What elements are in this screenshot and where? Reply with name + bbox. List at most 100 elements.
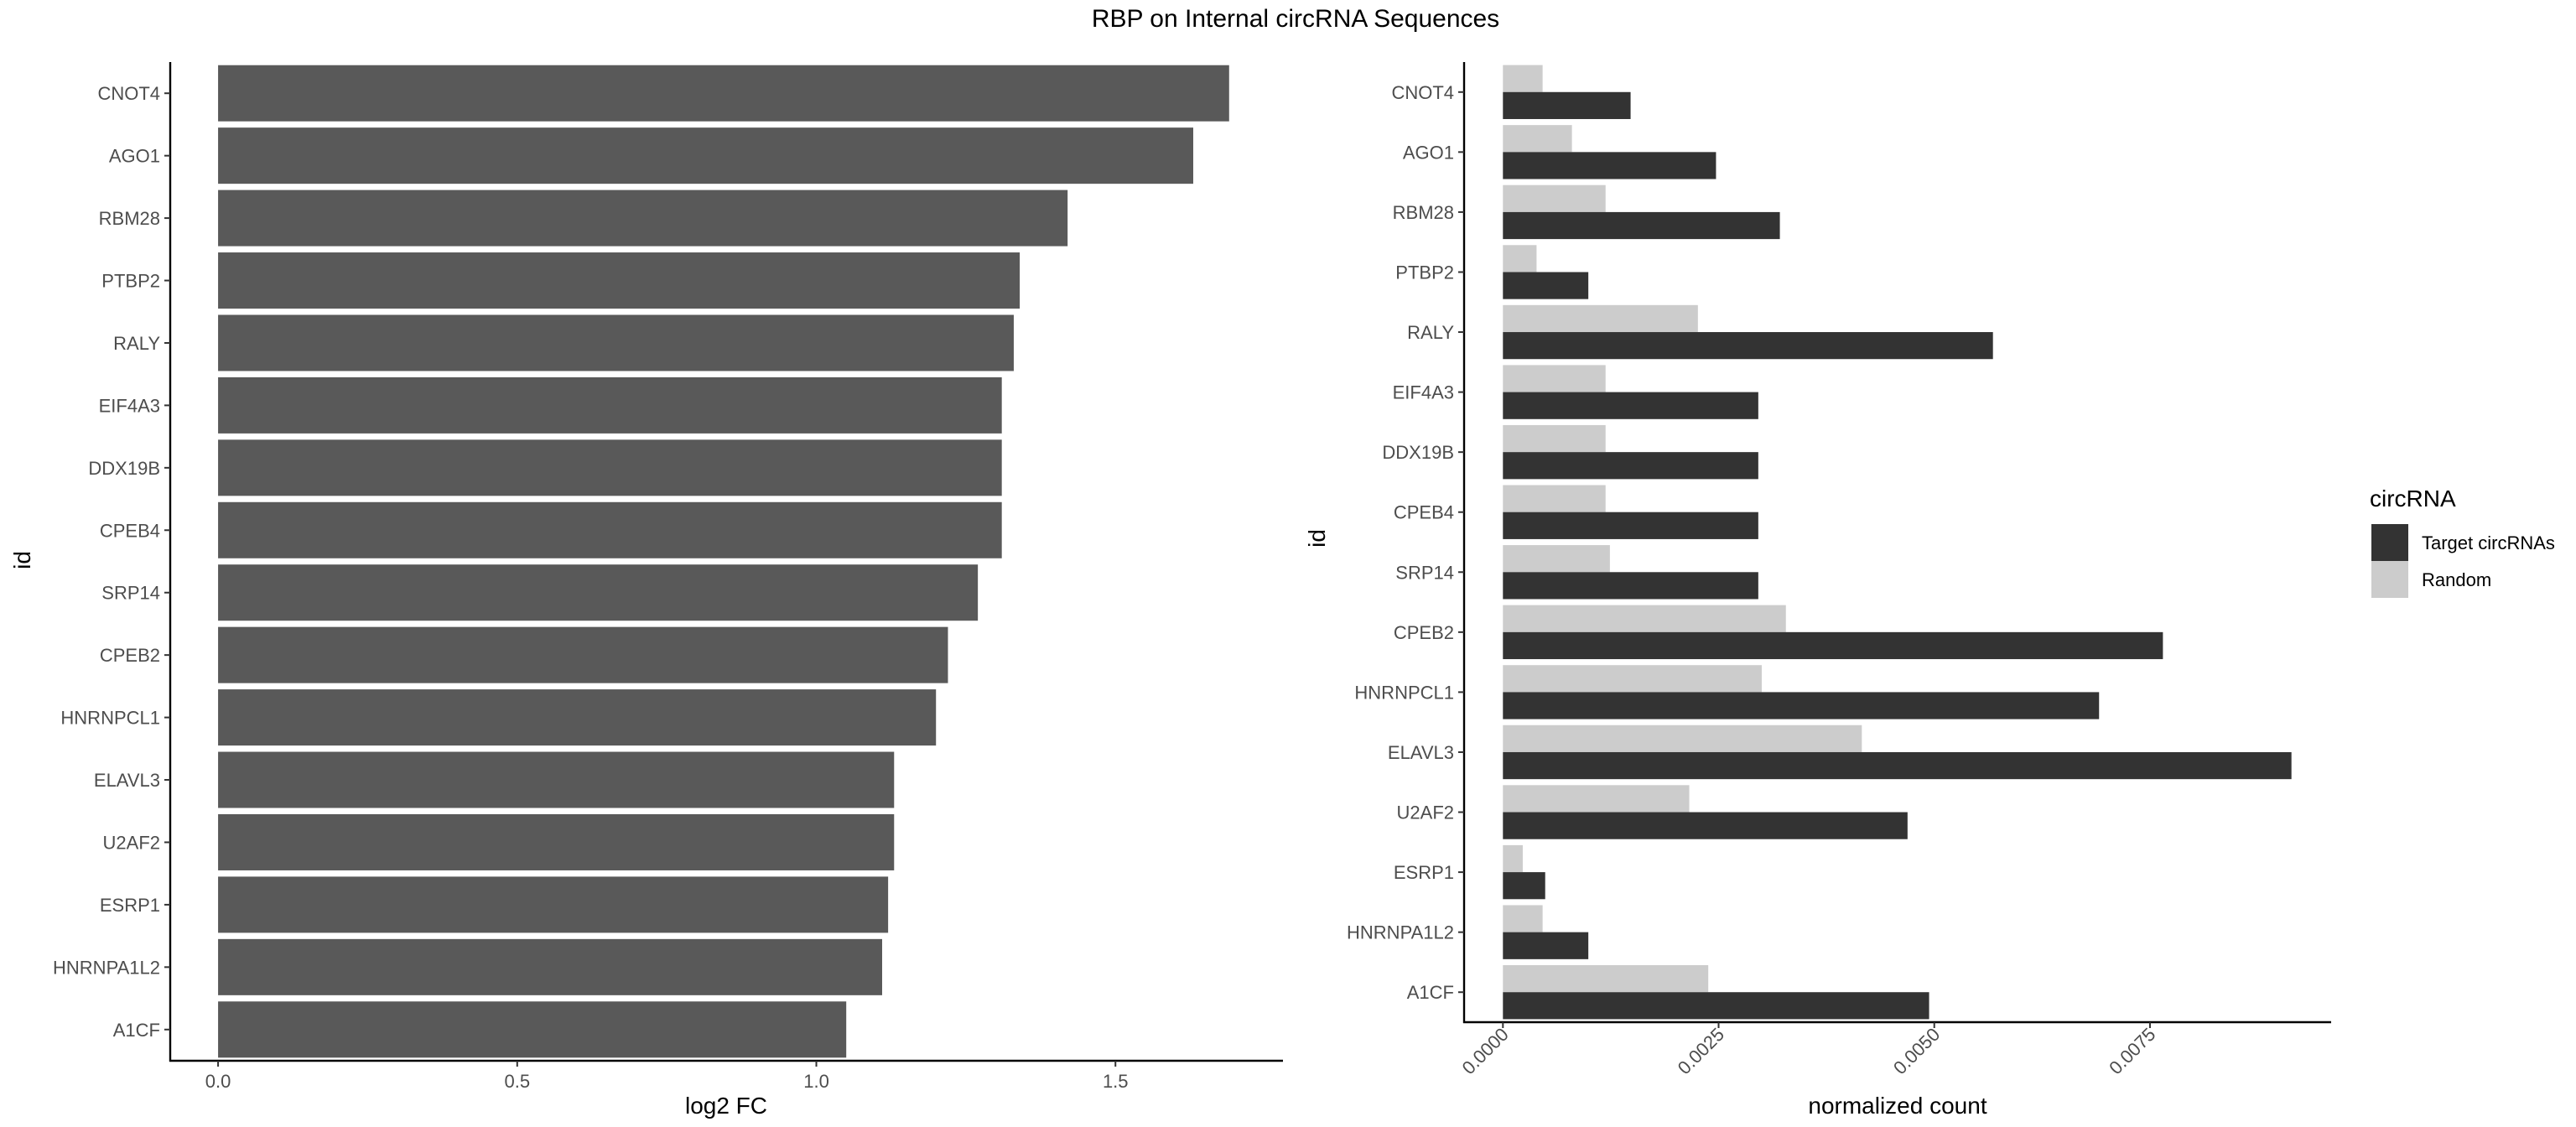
right-bar-random-cpeb2 — [1503, 605, 1786, 632]
left-bar-ptbp2 — [218, 252, 1021, 309]
left-panel: CNOT4 AGO1 RBM28 PTBP2 RALY EIF4A3 DDX19B CPEB4… — [9, 62, 1283, 1119]
left-bars — [218, 65, 1229, 1058]
left-bar-elavl3 — [218, 751, 895, 808]
right-y-tick-label-cnot4: CNOT4 — [1391, 82, 1454, 103]
left-y-tick-label-hnrnpcl1: HNRNPCL1 — [60, 708, 160, 729]
right-bar-random-ptbp2 — [1503, 245, 1537, 273]
left-bar-hnrnpa1l2 — [218, 938, 882, 995]
left-bar-esrp1 — [218, 876, 889, 933]
right-bar-target-cpeb4 — [1503, 512, 1758, 539]
legend: circRNA Target circRNAs Random — [2370, 486, 2555, 598]
left-y-tick-label-cpeb2: CPEB2 — [100, 645, 160, 666]
left-bar-u2af2 — [218, 813, 895, 870]
right-bar-target-cnot4 — [1503, 91, 1631, 119]
left-y-tick-label-raly: RALY — [113, 333, 160, 354]
right-bar-target-elavl3 — [1503, 751, 2292, 780]
right-bar-random-hnrnpcl1 — [1503, 665, 1762, 693]
right-x-ticks: 0.0000 0.0025 0.0050 0.0075 — [1458, 1022, 2159, 1078]
left-bar-rbm28 — [218, 190, 1068, 247]
left-y-tick-label-eif4a3: EIF4A3 — [99, 395, 160, 416]
left-bar-ddx19b — [218, 439, 1002, 496]
right-bar-random-eif4a3 — [1503, 365, 1606, 392]
right-y-tick-label-ago1: AGO1 — [1403, 142, 1454, 163]
left-y-tick-label-hnrnpa1l2: HNRNPA1L2 — [53, 957, 160, 978]
chart-title: RBP on Internal circRNA Sequences — [1092, 5, 1499, 33]
right-bar-random-u2af2 — [1503, 785, 1690, 813]
right-bar-target-ptbp2 — [1503, 272, 1589, 299]
right-bar-target-ddx19b — [1503, 452, 1758, 480]
right-y-tick-label-ptbp2: PTBP2 — [1395, 262, 1454, 283]
right-y-tick-label-esrp1: ESRP1 — [1394, 862, 1454, 883]
right-bar-random-srp14 — [1503, 545, 1610, 573]
right-y-tick-label-raly: RALY — [1407, 322, 1454, 343]
right-bar-random-raly — [1503, 304, 1698, 333]
left-y-tick-label-ago1: AGO1 — [109, 146, 160, 167]
right-bar-random-cpeb4 — [1503, 485, 1606, 512]
right-bar-random-ago1 — [1503, 125, 1572, 153]
left-y-tick-label-cpeb4: CPEB4 — [100, 520, 160, 541]
left-bar-srp14 — [218, 564, 979, 621]
left-x-axis-title: log2 FC — [685, 1093, 767, 1119]
right-y-tick-label-srp14: SRP14 — [1395, 562, 1454, 583]
left-bar-cpeb2 — [218, 626, 948, 683]
right-bar-target-hnrnpa1l2 — [1503, 932, 1589, 959]
right-bar-target-ago1 — [1503, 152, 1716, 179]
right-bar-random-esrp1 — [1503, 844, 1523, 873]
right-x-tick-label: 0.0050 — [1889, 1024, 1944, 1078]
right-bar-random-ddx19b — [1503, 424, 1606, 453]
right-panel: CNOT4 AGO1 RBM28 PTBP2 RALY EIF4A3 DDX19B CPEB4… — [1304, 62, 2331, 1119]
legend-swatch-random — [2371, 561, 2408, 598]
left-bar-raly — [218, 314, 1014, 371]
right-x-tick-label: 0.0000 — [1458, 1024, 1513, 1078]
left-bar-cnot4 — [218, 65, 1229, 122]
legend-swatch-target — [2371, 524, 2408, 561]
left-bar-a1cf — [218, 1001, 847, 1058]
left-y-ticks: CNOT4 AGO1 RBM28 PTBP2 RALY EIF4A3 DDX19B CPEB4… — [53, 83, 170, 1041]
right-y-axis-title: id — [1304, 529, 1330, 548]
left-y-tick-label-esrp1: ESRP1 — [100, 895, 160, 916]
left-bar-hnrnpcl1 — [218, 689, 937, 746]
right-y-tick-label-u2af2: U2AF2 — [1397, 802, 1454, 823]
right-bar-target-hnrnpcl1 — [1503, 692, 2100, 719]
right-y-tick-label-cpeb4: CPEB4 — [1394, 502, 1454, 523]
right-x-tick-label: 0.0075 — [2105, 1024, 2159, 1078]
right-y-tick-label-elavl3: ELAVL3 — [1388, 742, 1454, 763]
right-y-ticks: CNOT4 AGO1 RBM28 PTBP2 RALY EIF4A3 DDX19B CPEB4… — [1347, 82, 1464, 1003]
left-y-tick-label-elavl3: ELAVL3 — [94, 770, 160, 791]
right-bar-random-rbm28 — [1503, 184, 1606, 212]
left-y-tick-label-cnot4: CNOT4 — [97, 83, 160, 104]
right-bar-target-u2af2 — [1503, 812, 1908, 839]
left-bar-cpeb4 — [218, 501, 1002, 558]
right-y-tick-label-rbm28: RBM28 — [1393, 202, 1454, 223]
right-y-tick-label-hnrnpa1l2: HNRNPA1L2 — [1347, 922, 1454, 943]
right-y-tick-label-a1cf: A1CF — [1407, 982, 1454, 1003]
right-bar-target-eif4a3 — [1503, 392, 1758, 419]
left-x-tick-label: 1.0 — [803, 1071, 829, 1092]
left-y-tick-label-a1cf: A1CF — [113, 1020, 160, 1041]
right-bar-random-a1cf — [1503, 965, 1709, 993]
left-bar-eif4a3 — [218, 377, 1002, 434]
right-x-tick-label: 0.0025 — [1674, 1024, 1728, 1078]
left-y-tick-label-u2af2: U2AF2 — [103, 832, 160, 853]
left-x-tick-label: 0.5 — [504, 1071, 530, 1092]
left-x-tick-label: 0.0 — [205, 1071, 231, 1092]
right-y-tick-label-hnrnpcl1: HNRNPCL1 — [1354, 682, 1454, 703]
right-bars — [1503, 65, 2292, 1020]
legend-label-target: Target circRNAs — [2422, 532, 2555, 553]
right-bar-target-raly — [1503, 332, 1993, 360]
right-bar-random-hnrnpa1l2 — [1503, 905, 1543, 932]
right-bar-target-cpeb2 — [1503, 631, 2163, 660]
left-x-ticks: 0.0 0.5 1.0 1.5 — [205, 1061, 1129, 1092]
left-y-tick-label-srp14: SRP14 — [101, 583, 160, 604]
right-bar-random-elavl3 — [1503, 724, 1862, 752]
right-x-axis-title: normalized count — [1808, 1093, 1987, 1119]
right-bar-target-a1cf — [1503, 992, 1929, 1020]
left-y-tick-label-rbm28: RBM28 — [99, 208, 160, 229]
left-y-tick-label-ptbp2: PTBP2 — [101, 271, 160, 292]
right-bar-target-srp14 — [1503, 572, 1758, 600]
right-y-tick-label-eif4a3: EIF4A3 — [1393, 382, 1454, 403]
left-y-tick-label-ddx19b: DDX19B — [88, 458, 160, 479]
right-y-tick-label-cpeb2: CPEB2 — [1394, 622, 1454, 643]
right-bar-random-cnot4 — [1503, 65, 1543, 92]
